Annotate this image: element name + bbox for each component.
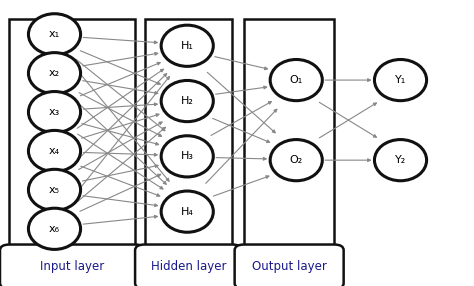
Ellipse shape: [374, 140, 427, 181]
Text: x₁: x₁: [49, 29, 60, 39]
Text: Hidden layer: Hidden layer: [151, 260, 226, 273]
Ellipse shape: [28, 53, 81, 94]
Text: x₅: x₅: [49, 185, 60, 195]
Text: H₁: H₁: [181, 41, 194, 51]
Ellipse shape: [28, 92, 81, 133]
Text: O₂: O₂: [290, 155, 303, 165]
FancyBboxPatch shape: [244, 19, 334, 247]
Ellipse shape: [161, 191, 213, 232]
Ellipse shape: [28, 14, 81, 55]
Text: Input layer: Input layer: [40, 260, 104, 273]
Ellipse shape: [28, 169, 81, 210]
Ellipse shape: [374, 59, 427, 101]
Ellipse shape: [161, 80, 213, 122]
Text: x₂: x₂: [49, 68, 60, 78]
Text: O₁: O₁: [290, 75, 303, 85]
FancyBboxPatch shape: [145, 19, 232, 247]
Ellipse shape: [28, 130, 81, 172]
Text: x₄: x₄: [49, 146, 60, 156]
FancyBboxPatch shape: [9, 19, 135, 247]
Text: H₂: H₂: [181, 96, 194, 106]
Text: Y₁: Y₁: [395, 75, 406, 85]
Ellipse shape: [161, 136, 213, 177]
Ellipse shape: [161, 25, 213, 66]
Ellipse shape: [270, 59, 322, 101]
Text: H₄: H₄: [181, 207, 194, 217]
Text: H₃: H₃: [181, 151, 194, 161]
FancyBboxPatch shape: [235, 245, 344, 286]
Ellipse shape: [270, 140, 322, 181]
Text: x₃: x₃: [49, 107, 60, 117]
Text: Output layer: Output layer: [252, 260, 327, 273]
FancyBboxPatch shape: [135, 245, 242, 286]
Text: x₆: x₆: [49, 224, 60, 234]
Ellipse shape: [28, 208, 81, 249]
FancyBboxPatch shape: [0, 245, 145, 286]
Text: Y₂: Y₂: [395, 155, 406, 165]
